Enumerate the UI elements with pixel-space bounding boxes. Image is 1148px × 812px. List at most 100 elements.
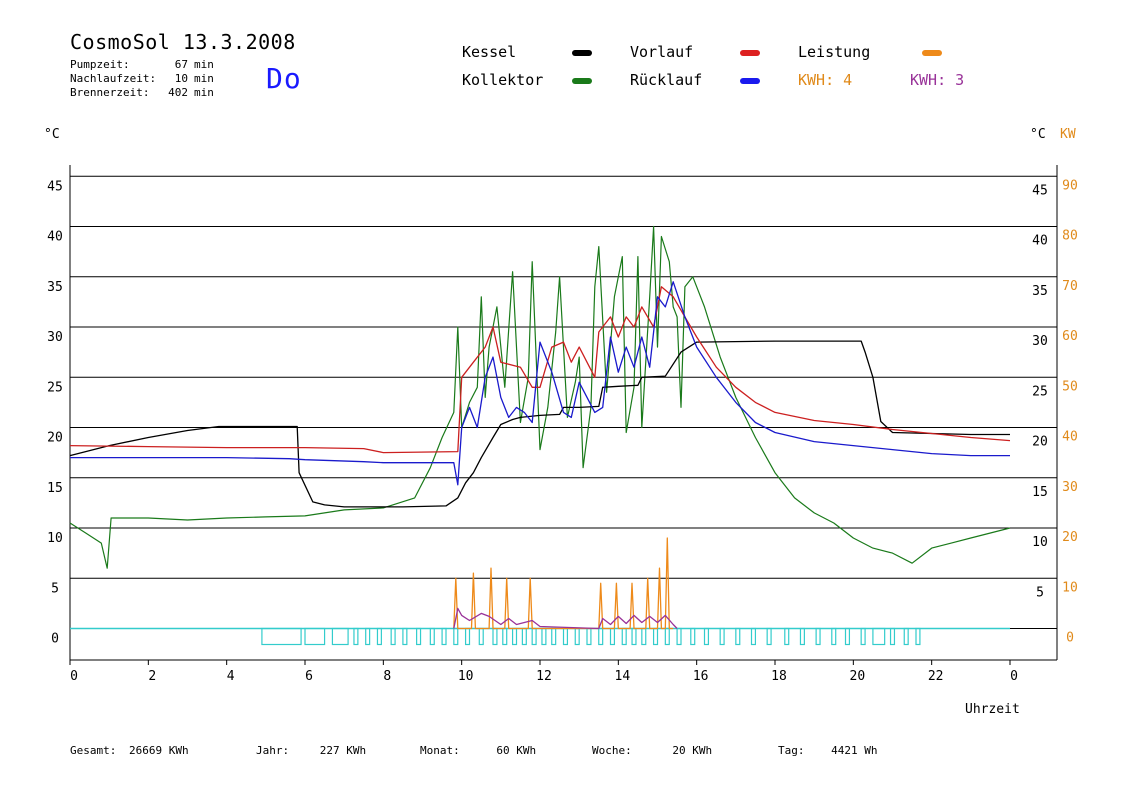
- stat-unit: min: [194, 58, 214, 71]
- pump-block: [735, 627, 741, 646]
- y-tick-right-kw: 40: [1062, 430, 1078, 445]
- stat-row: Pumpzeit: 67 min: [70, 58, 214, 72]
- y-tick-left: 15: [47, 481, 63, 496]
- pump-block: [784, 627, 790, 646]
- legend-kollektor-label: Kollektor: [462, 71, 544, 89]
- pump-block: [799, 627, 805, 646]
- pump-block: [541, 627, 547, 646]
- footer-label: Monat:: [420, 744, 460, 757]
- stat-label: Brennerzeit:: [70, 86, 150, 99]
- x-axis-label: Uhrzeit: [965, 702, 1020, 717]
- x-tick-label: 4: [227, 669, 235, 684]
- y-tick-left: 0: [51, 632, 59, 647]
- pump-block: [703, 627, 710, 646]
- y-tick-right: 35: [1032, 284, 1048, 299]
- x-tick-label: 0: [1010, 669, 1018, 684]
- footer-value: 26669 KWh: [128, 744, 189, 757]
- pump-block: [551, 627, 557, 646]
- pump-block: [719, 627, 725, 646]
- x-tick-label: 14: [615, 669, 631, 684]
- series-line-kwh2: [453, 607, 678, 630]
- legend-kollektor-swatch: [572, 78, 592, 84]
- footer-jahr: Jahr: 227 KWh: [256, 744, 366, 757]
- pump-block: [690, 627, 696, 646]
- y-tick-left: 30: [47, 330, 63, 345]
- footer-gesamt: Gesamt: 26669 KWh: [70, 744, 189, 757]
- y-tick-right-kw: 80: [1062, 229, 1078, 244]
- y-tick-right-kw: 30: [1062, 480, 1078, 495]
- pump-block: [304, 627, 326, 646]
- y-tick-right-kw: 20: [1062, 530, 1078, 545]
- stat-unit: min: [194, 86, 214, 99]
- pump-block: [502, 627, 508, 646]
- footer-value: 20 KWh: [672, 744, 713, 757]
- x-tick-label: 10: [458, 669, 474, 684]
- series-line-vorlauf: [69, 286, 1011, 454]
- pump-block: [621, 627, 627, 646]
- legend-kessel-label: Kessel: [462, 43, 517, 61]
- legend-kwh2-label: KWH: 3: [910, 71, 965, 89]
- stat-unit: min: [194, 72, 214, 85]
- footer-label: Woche:: [592, 744, 632, 757]
- pump-block: [664, 627, 670, 646]
- pump-block: [609, 627, 616, 646]
- stat-row: Nachlaufzeit: 10 min: [70, 72, 214, 86]
- footer-tag: Tag: 4421 Wh: [778, 744, 877, 757]
- footer-label: Jahr:: [256, 744, 290, 757]
- x-tick-label: 22: [928, 669, 944, 684]
- pump-block: [750, 627, 757, 646]
- y-tick-left: 20: [47, 431, 63, 446]
- stat-row: Brennerzeit: 402 min: [70, 86, 214, 100]
- pump-block: [464, 627, 471, 646]
- footer-value: 60 KWh: [496, 744, 537, 757]
- series-line-kessel: [69, 340, 1010, 508]
- x-tick-label: 0: [70, 669, 78, 684]
- pump-block: [815, 627, 821, 646]
- pump-block: [365, 627, 371, 646]
- footer-label: Tag:: [778, 744, 805, 757]
- legend-ruecklauf-label: Rücklauf: [630, 71, 703, 89]
- pump-block: [521, 627, 527, 646]
- legend-leistung-swatch: [922, 50, 942, 56]
- y-tick-right: 15: [1032, 485, 1048, 500]
- pump-block: [511, 627, 518, 646]
- y-tick-right: 25: [1032, 384, 1048, 399]
- stat-label: Pumpzeit:: [70, 58, 130, 71]
- x-tick-label: 6: [305, 669, 313, 684]
- left-axis-unit: °C: [44, 127, 60, 142]
- pump-block: [766, 627, 772, 646]
- y-tick-left: 25: [47, 380, 63, 395]
- y-tick-left: 40: [47, 230, 63, 245]
- y-tick-right: 10: [1032, 535, 1048, 550]
- stat-value: 402: [168, 86, 188, 99]
- y-tick-left: 5: [51, 581, 59, 596]
- legend-vorlauf-label: Vorlauf: [630, 43, 694, 61]
- pump-block: [889, 627, 896, 646]
- x-tick-label: 20: [850, 669, 866, 684]
- y-tick-right-kw: 60: [1062, 329, 1078, 344]
- y-tick-right-kw: 10: [1062, 580, 1078, 595]
- chart-title: CosmoSol 13.3.2008: [70, 30, 296, 54]
- x-tick-label: 16: [693, 669, 709, 684]
- pump-block: [844, 627, 851, 646]
- y-tick-left: 35: [47, 280, 63, 295]
- pump-block: [376, 627, 382, 646]
- y-tick-right: 45: [1032, 183, 1048, 198]
- y-tick-right-kw: 0: [1066, 631, 1074, 646]
- pump-block: [416, 627, 422, 646]
- stats-block: Pumpzeit: 67 min Nachlaufzeit: 10 min Br…: [70, 58, 214, 100]
- pump-block: [453, 627, 459, 646]
- y-tick-left: 10: [47, 531, 63, 546]
- pump-block: [860, 627, 866, 646]
- x-tick-label: 12: [536, 669, 552, 684]
- y-tick-right: 20: [1032, 435, 1048, 450]
- legend-leistung-label: Leistung: [798, 43, 871, 61]
- y-tick-left: 45: [47, 179, 63, 194]
- right-axis-unit-kw: KW: [1060, 127, 1076, 142]
- pump-block: [531, 627, 537, 646]
- pump-block: [353, 627, 359, 646]
- footer-value: 227 KWh: [319, 744, 367, 757]
- pump-block: [652, 627, 659, 646]
- stat-label: Nachlaufzeit:: [70, 72, 157, 85]
